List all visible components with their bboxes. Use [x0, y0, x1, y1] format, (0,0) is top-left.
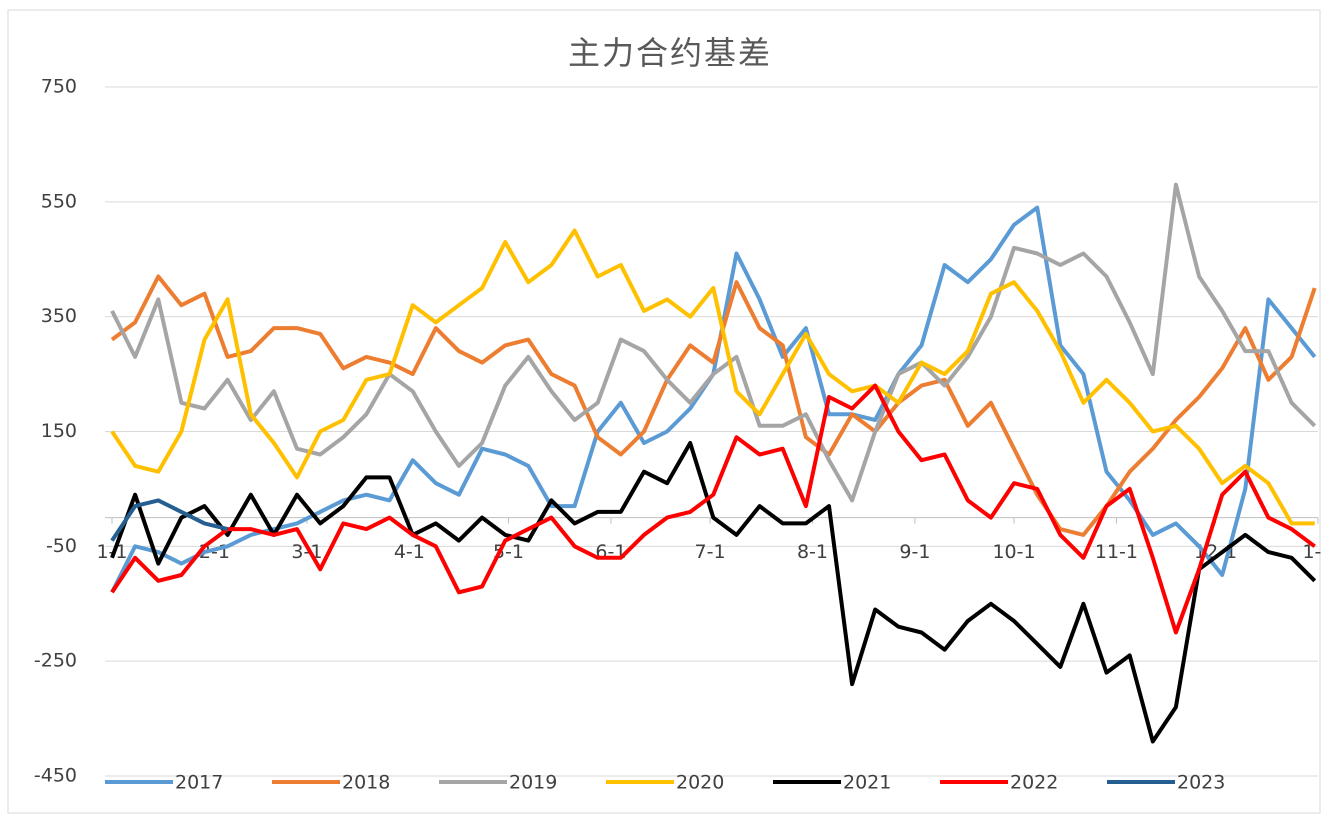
x-tick-label: 10-1 [992, 541, 1035, 563]
chart-title: 主力合约基差 [568, 34, 772, 72]
x-tick-label: 11-1 [1095, 541, 1138, 563]
y-tick-label: 150 [41, 420, 77, 442]
series-line [110, 441, 1317, 744]
x-tick-label: 7-1 [695, 541, 726, 563]
y-tick-label: -250 [34, 650, 77, 672]
x-tick-label: 9-1 [899, 541, 930, 563]
legend-label: 2018 [342, 772, 390, 794]
legend-label: 2017 [175, 772, 223, 794]
x-tick-label: 1-1 [1302, 541, 1321, 563]
series-line [110, 182, 1317, 503]
legend-label: 2023 [1177, 772, 1225, 794]
y-tick-label: -50 [46, 535, 77, 557]
legend-label: 2019 [509, 772, 557, 794]
y-tick-label: 750 [41, 76, 77, 98]
series-line [110, 383, 1316, 635]
y-tick-label: 550 [41, 190, 77, 212]
legend-label: 2021 [843, 772, 891, 794]
legend-label: 2020 [676, 772, 724, 794]
series-line [110, 228, 1315, 526]
x-tick-label: 6-1 [595, 541, 626, 563]
x-tick-label: 4-1 [394, 541, 425, 563]
legend-label: 2022 [1010, 772, 1058, 794]
y-tick-label: -450 [34, 765, 77, 787]
x-tick-label: 8-1 [797, 541, 828, 563]
series-line [110, 498, 229, 542]
y-tick-label: 350 [41, 305, 77, 327]
chart-border [7, 9, 1321, 814]
series-line [110, 274, 1317, 537]
